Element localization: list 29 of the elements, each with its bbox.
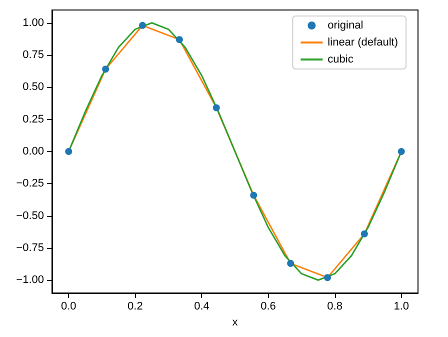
x-tick-label: 0.6 <box>260 300 276 312</box>
y-tick-label: 0.50 <box>22 81 44 94</box>
point <box>139 22 146 29</box>
y-tick-label: −0.50 <box>16 210 44 222</box>
legend-label: cubic <box>328 54 354 66</box>
x-tick-label: 1.0 <box>394 300 410 312</box>
y-tick-label: −0.75 <box>16 242 44 254</box>
y-tick-label: −0.25 <box>16 178 44 190</box>
y-tick-label: 0.25 <box>22 113 44 126</box>
y-tick-label: −1.00 <box>16 274 44 286</box>
y-tick-label: 1.00 <box>22 16 44 29</box>
x-tick-label: 0.0 <box>60 300 76 312</box>
point <box>398 148 405 155</box>
point <box>176 36 183 44</box>
point <box>287 260 294 267</box>
legend-label: original <box>328 20 364 32</box>
legend-label: linear (default) <box>328 36 398 48</box>
point <box>250 192 258 199</box>
point <box>212 104 220 112</box>
point <box>65 148 72 155</box>
y-tick-label: 0.00 <box>22 146 44 158</box>
point <box>360 230 368 238</box>
point <box>102 66 110 73</box>
point <box>324 274 331 282</box>
x-axis-title: x <box>232 316 238 328</box>
y-tick-label: 0.75 <box>22 49 44 62</box>
x-tick-label: 0.2 <box>128 300 143 312</box>
x-tick-label: 0.8 <box>327 300 342 312</box>
x-tick-label: 0.4 <box>194 300 210 312</box>
